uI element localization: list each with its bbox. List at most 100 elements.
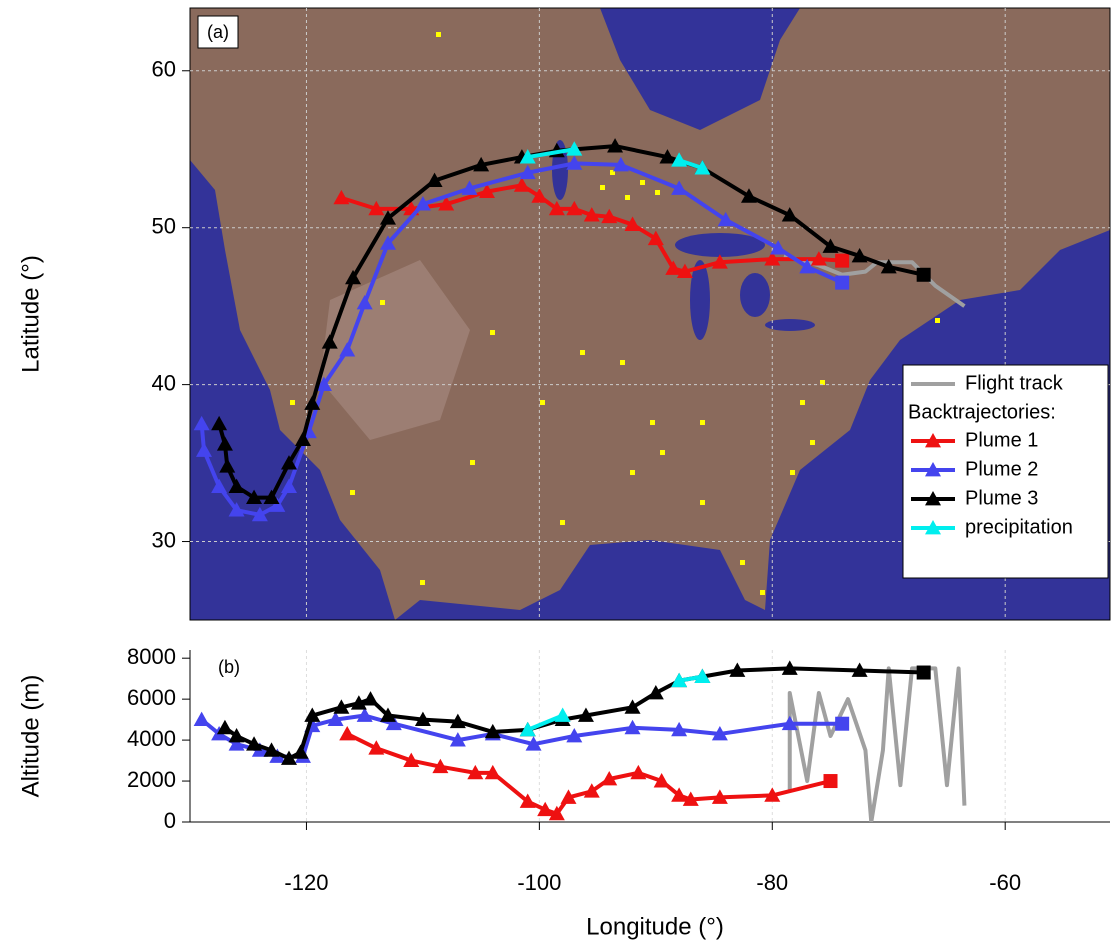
marker [484, 764, 501, 780]
marker [601, 771, 618, 786]
marker [729, 662, 746, 677]
marker [263, 489, 280, 504]
marker [810, 251, 827, 266]
marker [711, 789, 728, 804]
marker [583, 207, 600, 222]
y-tick-label: 2000 [127, 767, 176, 792]
marker [624, 216, 641, 231]
marker [193, 415, 210, 431]
marker [438, 196, 455, 211]
marker [195, 442, 212, 457]
marker [211, 478, 228, 494]
marker [740, 188, 757, 203]
marker [880, 258, 897, 274]
y-tick-label: 60 [152, 57, 176, 82]
panel-label: (a) [207, 22, 229, 42]
plot-area [193, 138, 966, 522]
marker [304, 707, 321, 722]
x-tick-label: -120 [284, 870, 328, 895]
marker [822, 238, 839, 253]
marker [612, 156, 629, 172]
marker [607, 138, 624, 153]
marker [671, 180, 688, 195]
legend-label: Plume 3 [965, 487, 1038, 509]
end-marker [835, 253, 850, 268]
marker [694, 160, 711, 175]
marker [345, 269, 362, 285]
marker [711, 725, 728, 741]
marker [403, 752, 420, 767]
marker [280, 478, 297, 494]
series-line [783, 254, 966, 308]
marker [426, 172, 443, 188]
series-line [223, 666, 924, 761]
legend-label: Plume 1 [965, 429, 1038, 451]
marker [583, 783, 600, 798]
marker [560, 789, 577, 804]
marker [624, 699, 641, 714]
marker [601, 208, 618, 224]
marker [764, 251, 781, 266]
marker [484, 723, 501, 739]
marker [304, 395, 321, 410]
y-tick-label: 4000 [127, 726, 176, 751]
marker [694, 668, 711, 684]
marker [315, 376, 332, 392]
marker [577, 707, 594, 722]
x-tick-label: -100 [517, 870, 561, 895]
series-line [787, 666, 967, 822]
plot-frame [189, 7, 1111, 621]
panel-label-box [197, 15, 239, 49]
marker [280, 750, 297, 765]
marker [676, 263, 693, 279]
marker [461, 180, 478, 195]
map-background [190, 8, 1110, 620]
marker [548, 805, 565, 821]
series-line [346, 732, 831, 816]
marker [764, 787, 781, 802]
marker [339, 725, 356, 741]
marker [665, 260, 682, 275]
y-axis-label: Latitude (°) [17, 255, 44, 373]
marker [519, 721, 536, 737]
marker [333, 699, 350, 714]
end-marker [916, 665, 931, 680]
marker [414, 196, 431, 211]
series-line [527, 147, 575, 160]
x-tick-label: -60 [989, 870, 1021, 895]
marker [228, 728, 245, 743]
y-tick-label: 6000 [127, 685, 176, 710]
marker [711, 254, 728, 269]
marker [682, 791, 699, 806]
marker [333, 189, 350, 205]
marker [566, 200, 583, 216]
marker [385, 715, 402, 731]
marker [269, 497, 286, 512]
marker [356, 295, 373, 310]
series-line [199, 161, 843, 517]
marker [781, 660, 798, 675]
marker [781, 715, 798, 731]
end-marker [835, 716, 850, 731]
marker [851, 662, 868, 677]
marker [647, 685, 664, 700]
end-marker [823, 774, 838, 789]
marker [851, 247, 868, 263]
end-marker [916, 267, 931, 282]
marker [781, 207, 798, 222]
marker [294, 431, 311, 446]
marker [624, 719, 641, 735]
marker [647, 230, 664, 246]
marker [368, 740, 385, 755]
marker [478, 183, 495, 198]
legend-marker [925, 433, 941, 448]
y-tick-label: 0 [164, 808, 176, 833]
marker [321, 334, 338, 349]
marker [356, 707, 373, 722]
marker [432, 758, 449, 774]
marker [246, 489, 263, 504]
marker [473, 156, 490, 172]
marker [566, 141, 583, 156]
marker [292, 744, 309, 759]
